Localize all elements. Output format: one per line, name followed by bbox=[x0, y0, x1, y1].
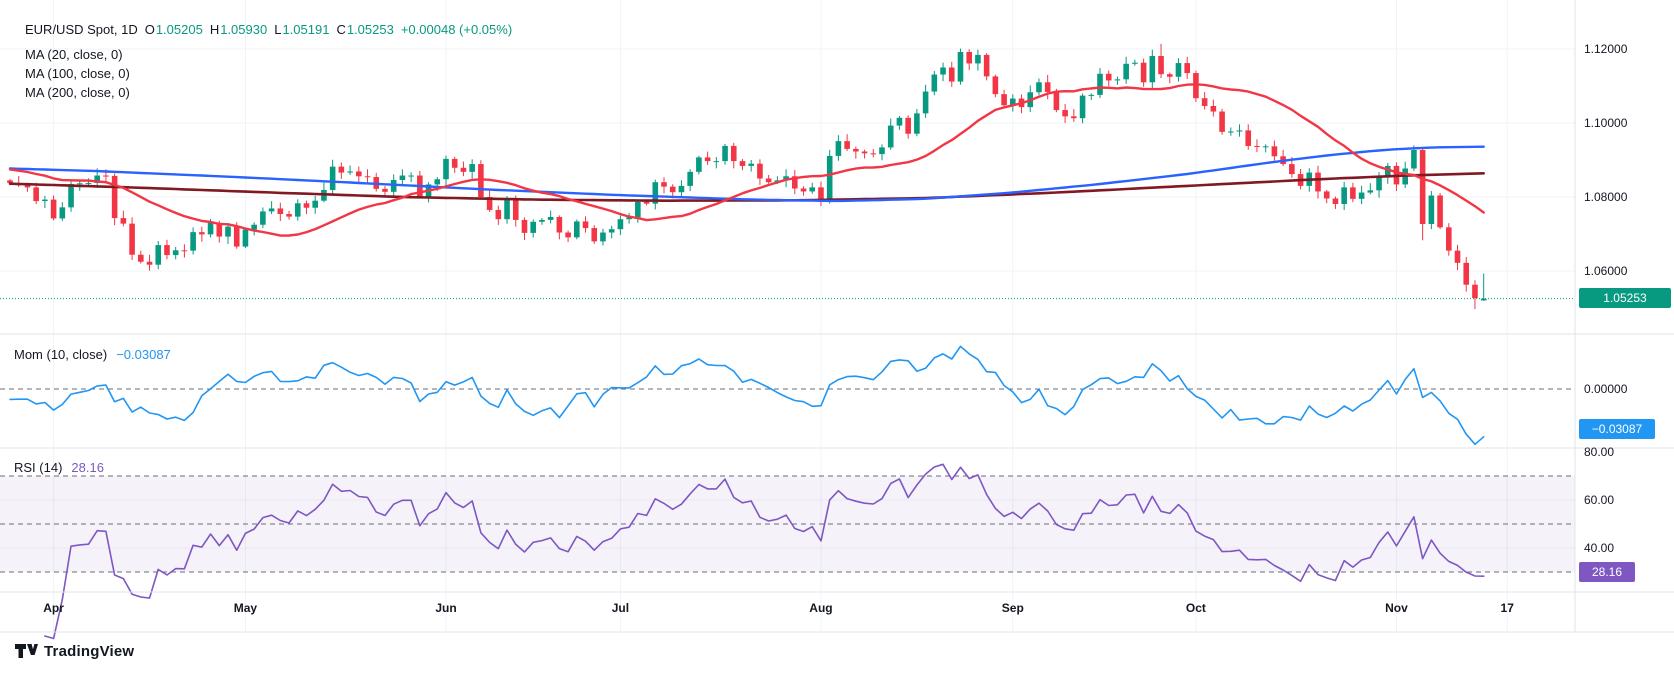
momentum-value: −0.03087 bbox=[116, 347, 171, 362]
price-tick-label: 1.08000 bbox=[1584, 190, 1628, 204]
ma200-legend[interactable]: MA (200, close, 0) bbox=[25, 85, 130, 100]
close-value: C 1.05253 bbox=[336, 22, 394, 37]
tradingview-logo-text: TradingView bbox=[44, 642, 135, 660]
low-value: L 1.05191 bbox=[274, 22, 330, 37]
symbol-title: EUR/USD Spot, 1D bbox=[25, 22, 138, 37]
time-tick-label: Jul bbox=[611, 601, 630, 615]
rsi-tick-label: 80.00 bbox=[1584, 445, 1615, 459]
current-price-badge: 1.05253 bbox=[1579, 288, 1671, 308]
rsi-label: RSI (14) bbox=[14, 460, 63, 475]
rsi-legend[interactable]: RSI (14) 28.16 bbox=[14, 460, 104, 475]
high-value: H 1.05930 bbox=[209, 22, 268, 37]
change-value: +0.00048 (+0.05%) bbox=[400, 22, 513, 37]
time-tick-label: Sep bbox=[1001, 601, 1024, 615]
price-tick-label: 1.12000 bbox=[1584, 42, 1628, 56]
momentum-tick-label: 0.00000 bbox=[1584, 382, 1628, 396]
time-tick-label: Aug bbox=[809, 601, 833, 615]
price-tick-label: 1.06000 bbox=[1584, 264, 1628, 278]
momentum-value-badge: −0.03087 bbox=[1579, 419, 1655, 439]
time-tick-label: Nov bbox=[1385, 601, 1408, 615]
ma100-legend[interactable]: MA (100, close, 0) bbox=[25, 66, 130, 81]
time-tick-label: 17 bbox=[1500, 601, 1514, 615]
open-value: O 1.05205 bbox=[144, 22, 203, 37]
rsi-value: 28.16 bbox=[71, 460, 104, 475]
ma20-legend[interactable]: MA (20, close, 0) bbox=[25, 47, 123, 62]
time-tick-label: Oct bbox=[1185, 601, 1206, 615]
time-tick-label: Jun bbox=[435, 601, 457, 615]
price-tick-label: 1.10000 bbox=[1584, 116, 1628, 130]
tradingview-logo[interactable]: TradingView bbox=[14, 642, 134, 660]
momentum-legend[interactable]: Mom (10, close) −0.03087 bbox=[14, 347, 171, 362]
momentum-label: Mom (10, close) bbox=[14, 347, 108, 362]
time-tick-label: Apr bbox=[43, 601, 64, 615]
rsi-tick-label: 60.00 bbox=[1584, 493, 1615, 507]
time-tick-label: May bbox=[233, 601, 258, 615]
rsi-value-badge: 28.16 bbox=[1579, 562, 1635, 582]
rsi-tick-label: 40.00 bbox=[1584, 541, 1615, 555]
symbol-legend-row[interactable]: EUR/USD Spot, 1D O 1.05205 H 1.05930 L 1.05… bbox=[25, 22, 512, 37]
tradingview-logo-icon bbox=[15, 644, 38, 658]
